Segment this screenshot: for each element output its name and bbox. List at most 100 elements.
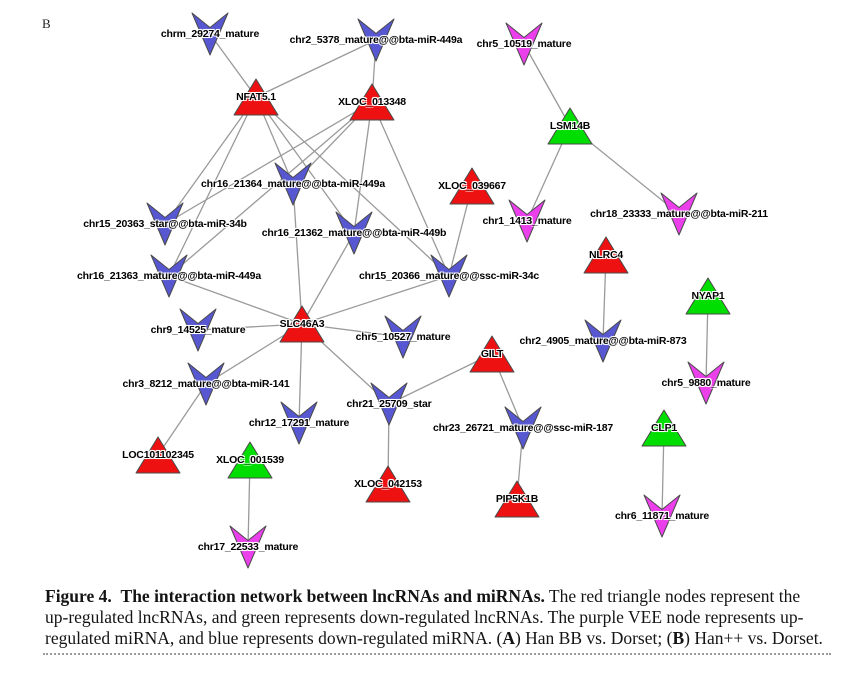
triangle-icon — [365, 465, 411, 503]
vee-icon — [643, 494, 681, 538]
node-label: chr2_5378_mature@@bta-miR-449a — [289, 34, 463, 46]
network-edge — [255, 96, 355, 234]
network-node-chr5_10527_mature — [384, 315, 422, 359]
vee-icon — [280, 401, 318, 445]
network-edge — [301, 323, 404, 338]
network-edge — [292, 183, 303, 325]
network-node-chr16_21364_mature@@bta-miR-449a — [274, 162, 312, 206]
vee-icon — [357, 18, 395, 62]
network-node-chr15_20366_mature@@ssc-miR-34c — [430, 254, 468, 298]
network-edge — [168, 101, 373, 277]
node-label: chr1_1413_mature — [482, 215, 572, 227]
vee-icon — [191, 12, 229, 56]
caption-text: regulated miRNA, and blue represents dow… — [45, 628, 503, 648]
node-label: chr23_26721_mature@@ssc-miR-187 — [432, 422, 614, 434]
vee-icon — [687, 361, 725, 405]
triangle-icon — [469, 335, 515, 373]
triangle-icon — [449, 167, 495, 205]
caption-text — [112, 586, 121, 606]
node-label: XLOC_001539 — [216, 454, 284, 466]
vee-icon — [370, 382, 408, 426]
node-label: XLOC_042153 — [354, 478, 422, 490]
vee-icon — [229, 525, 267, 569]
network-node-chrm_29274_mature — [191, 12, 229, 56]
caption-bold-text: The interaction network between lncRNAs … — [120, 586, 545, 606]
vee-icon — [150, 254, 188, 298]
network-node-LSM14B — [547, 107, 593, 145]
caption-line: regulated miRNA, and blue represents dow… — [45, 628, 840, 649]
node-label: LSM14B — [549, 120, 591, 132]
network-node-chr3_8212_mature@@bta-miR-141 — [187, 362, 225, 406]
vee-icon — [335, 211, 373, 255]
node-label: chr3_8212_mature@@bta-miR-141 — [122, 378, 290, 390]
network-node-chr6_11871_mature — [643, 494, 681, 538]
network-node-chr23_26721_mature@@ssc-miR-187 — [504, 406, 542, 450]
vee-icon — [430, 254, 468, 298]
network-node-GILT — [469, 335, 515, 373]
node-label: chr18_23333_mature@@bta-miR-211 — [590, 208, 768, 220]
node-label: chr5_10519_mature — [476, 38, 572, 50]
node-label: chr17_22533_mature — [197, 541, 299, 553]
vee-icon — [508, 199, 546, 243]
node-label: chr16_21364_mature@@bta-miR-449a — [201, 178, 385, 190]
network-node-chr17_22533_mature — [229, 525, 267, 569]
network-node-chr16_21362_mature@@bta-miR-449b — [335, 211, 373, 255]
node-label: chr21_25709_star — [346, 398, 432, 410]
network-edge — [157, 383, 207, 456]
node-label: chr2_4905_mature@@bta-miR-873 — [519, 335, 687, 347]
network-node-NLRC4 — [583, 236, 629, 274]
node-label: chr5_10527_mature — [355, 331, 451, 343]
network-node-chr12_17291_mature — [280, 401, 318, 445]
triangle-icon — [233, 78, 279, 116]
network-edge — [353, 101, 373, 234]
network-node-NYAP1 — [685, 277, 731, 315]
network-node-SLC46A3 — [279, 305, 325, 343]
triangle-icon — [279, 305, 325, 343]
vee-icon — [179, 308, 217, 352]
triangle-icon — [135, 436, 181, 474]
network-node-chr1_1413_mature — [508, 199, 546, 243]
node-label: chr15_20363_star@@bta-miR-34b — [83, 218, 247, 230]
network-edge — [168, 96, 257, 277]
node-label: chr6_11871_mature — [614, 510, 710, 522]
node-label: LOC101102345 — [122, 449, 194, 461]
caption-text: ) Han++ vs. Dorset. — [684, 628, 823, 648]
network-edge — [301, 275, 450, 325]
network-edge — [388, 353, 493, 405]
network-edge — [523, 43, 571, 127]
network-edge — [255, 96, 450, 277]
node-label: chr16_21362_mature@@bta-miR-449b — [261, 227, 447, 239]
node-label: chrm_29274_mature — [160, 28, 260, 40]
network-node-chr21_25709_star — [370, 382, 408, 426]
caption-bold-text: Figure 4. — [45, 586, 112, 606]
vee-icon — [504, 406, 542, 450]
node-label: chr16_21363_mature@@bta-miR-449a — [77, 270, 261, 282]
triangle-icon — [583, 236, 629, 274]
network-edge — [164, 101, 373, 225]
network-node-chr5_10519_mature — [505, 22, 543, 66]
network-node-XLOC_042153 — [365, 465, 411, 503]
network-node-XLOC_001539 — [227, 441, 273, 479]
node-label: GILT — [480, 348, 504, 360]
vee-icon — [187, 362, 225, 406]
triangle-icon — [227, 441, 273, 479]
node-label: chr12_17291_mature — [248, 417, 350, 429]
figure-caption: Figure 4. The interaction network betwee… — [45, 586, 840, 649]
node-label: NFAT5.1 — [236, 91, 276, 103]
network-node-CLP1 — [641, 409, 687, 447]
triangle-icon — [685, 277, 731, 315]
network-node-LOC101102345 — [135, 436, 181, 474]
caption-line: up-regulated lncRNAs, and green represen… — [45, 607, 840, 628]
caption-line: Figure 4. The interaction network betwee… — [45, 586, 840, 607]
node-label: NYAP1 — [691, 290, 725, 302]
panel-label-b: B — [42, 16, 51, 31]
network-node-chr9_14525_mature — [179, 308, 217, 352]
triangle-icon — [547, 107, 593, 145]
node-label: NLRC4 — [588, 249, 624, 261]
network-node-XLOC_013348 — [349, 83, 395, 121]
network-edge — [255, 39, 377, 98]
caption-bold-text: A — [502, 628, 515, 648]
network-edge — [209, 33, 257, 98]
vee-icon — [146, 202, 184, 246]
